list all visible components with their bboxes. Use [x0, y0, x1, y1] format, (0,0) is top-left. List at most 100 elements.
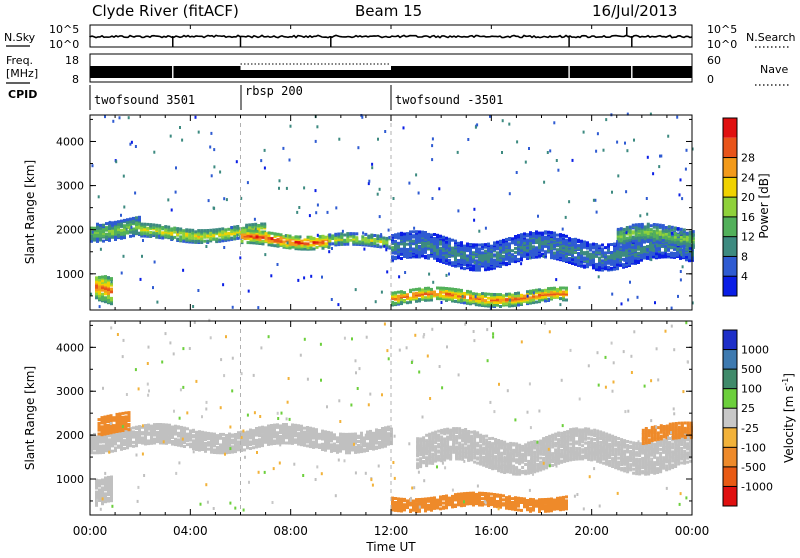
- power-cell: [622, 263, 625, 266]
- power-speck: [597, 132, 599, 135]
- power-cell: [646, 256, 649, 259]
- power-cell: [334, 237, 337, 240]
- power-speck: [474, 261, 476, 264]
- power-cell: [105, 233, 108, 236]
- power-cell: [601, 247, 604, 250]
- power-cell: [484, 243, 487, 246]
- power-cell: [421, 289, 424, 292]
- power-cell: [433, 246, 436, 249]
- power-cell: [424, 299, 427, 302]
- power-speck: [181, 139, 183, 142]
- power-speck: [448, 273, 450, 276]
- vel-cell: [490, 497, 493, 500]
- power-cell: [349, 232, 352, 235]
- power-cell: [110, 277, 113, 280]
- vel-cell: [207, 441, 210, 444]
- power-ytick-label-1: 2000: [56, 224, 84, 237]
- power-cell: [686, 232, 689, 235]
- power-cell: [191, 235, 194, 238]
- vel-cell: [141, 436, 144, 439]
- power-cell: [107, 288, 110, 291]
- vel-cell: [177, 425, 180, 428]
- vel-cell: [400, 503, 403, 506]
- power-cell: [126, 224, 129, 227]
- vel-cell: [216, 449, 219, 452]
- vel-cell: [111, 442, 114, 445]
- power-cell: [632, 224, 635, 227]
- vel-cell: [107, 432, 110, 435]
- vel-cell: [101, 425, 104, 428]
- power-cell: [98, 287, 101, 290]
- power-cell: [448, 287, 451, 290]
- vel-cell: [469, 497, 472, 500]
- power-colorbar-swatch-0: [723, 118, 737, 138]
- power-cell: [653, 223, 656, 226]
- power-cell: [361, 235, 364, 238]
- power-speck: [676, 116, 678, 119]
- power-cell: [454, 257, 457, 260]
- power-cell: [586, 257, 589, 260]
- power-cell: [454, 295, 457, 298]
- power-cell: [98, 283, 101, 286]
- vel-cell: [478, 494, 481, 497]
- vel-cell: [297, 440, 300, 443]
- power-speck: [520, 243, 522, 246]
- power-cell: [523, 235, 526, 238]
- power-speck: [140, 278, 142, 281]
- power-speck: [516, 140, 518, 143]
- vel-cell: [466, 496, 469, 499]
- power-cell: [517, 292, 520, 295]
- vel-cell: [288, 436, 291, 439]
- power-cell: [616, 253, 619, 256]
- vel-cell: [267, 432, 270, 435]
- noise-left-label: N.Sky: [4, 31, 36, 44]
- power-speck: [213, 207, 215, 210]
- power-cell: [138, 216, 141, 219]
- power-cell: [218, 228, 221, 231]
- power-cell: [577, 244, 580, 247]
- power-cell: [514, 251, 517, 254]
- power-cell: [188, 235, 191, 238]
- power-speck: [260, 159, 262, 162]
- vel-cell: [339, 437, 342, 440]
- vel-cell: [128, 423, 131, 426]
- power-cell: [117, 223, 120, 226]
- power-cell: [191, 229, 194, 232]
- vel-cell: [195, 441, 198, 444]
- power-cell: [439, 293, 442, 296]
- vel-cell: [381, 431, 384, 434]
- power-cell: [629, 230, 632, 233]
- power-cell: [598, 245, 601, 248]
- power-speck: [210, 132, 212, 135]
- power-cell: [550, 231, 553, 234]
- power-cell: [664, 249, 667, 252]
- power-cell: [499, 246, 502, 249]
- power-speck: [255, 227, 257, 230]
- power-speck: [445, 247, 447, 250]
- power-cell: [562, 259, 565, 262]
- power-cell: [646, 245, 649, 248]
- vel-cell: [451, 500, 454, 503]
- power-cell: [529, 250, 532, 253]
- power-speck: [317, 204, 319, 207]
- power-cell: [595, 268, 598, 271]
- vel-cell: [171, 426, 174, 429]
- vel-cell: [114, 443, 117, 446]
- power-colorbar-swatch-5: [723, 217, 737, 237]
- power-cell: [493, 253, 496, 256]
- power-cell: [659, 233, 662, 236]
- power-cell: [292, 236, 295, 239]
- vel-cell: [192, 434, 195, 437]
- power-cell: [635, 239, 638, 242]
- power-cell: [685, 256, 688, 259]
- power-cell: [253, 234, 256, 237]
- power-cell: [511, 259, 514, 262]
- power-cell: [99, 224, 102, 227]
- vel-cell: [231, 439, 234, 442]
- power-cell: [586, 241, 589, 244]
- power-cell: [430, 243, 433, 246]
- power-cell: [451, 251, 454, 254]
- power-speck: [593, 199, 595, 202]
- power-cell: [110, 288, 113, 291]
- power-cell: [355, 232, 358, 235]
